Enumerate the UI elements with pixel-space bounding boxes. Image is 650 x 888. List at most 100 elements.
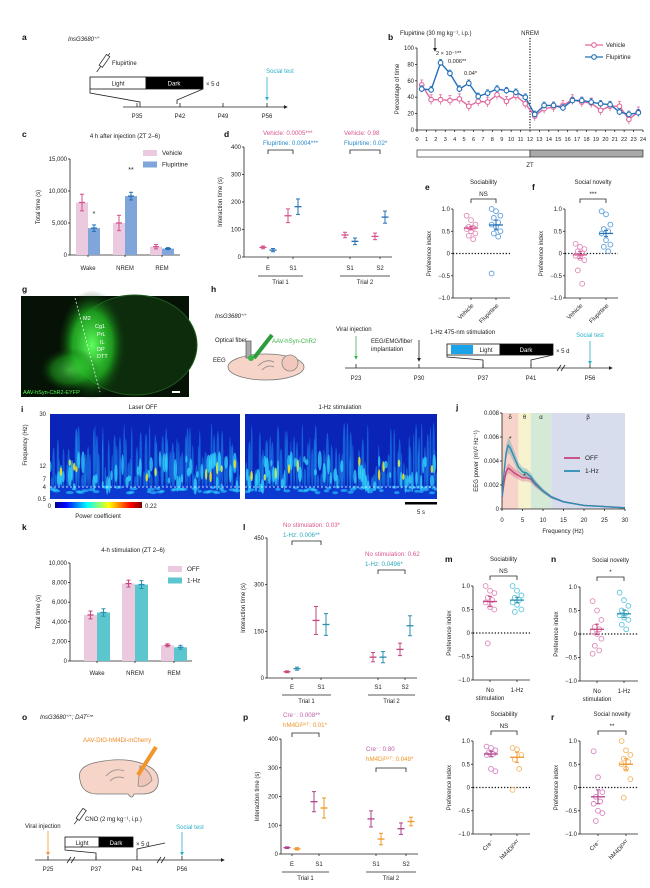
chart-title: Sociability — [490, 712, 517, 718]
legend-label: Flupirtine — [162, 162, 188, 169]
data-point — [577, 243, 583, 250]
bar-1-hz-wake — [97, 612, 110, 661]
timepoint-label: P56 — [262, 114, 273, 120]
y-tick-label: 5,000 — [52, 221, 68, 227]
comparison-bracket — [291, 732, 320, 737]
data-point — [447, 97, 453, 104]
data-point — [616, 109, 623, 115]
p-value-annotation: 2 × 10⁻⁵** — [436, 50, 462, 57]
panel-label-o: o — [22, 712, 27, 722]
panel-label-r: r — [551, 712, 555, 722]
chart-f-preference-index: −1.0 −0.5 0 0.5 1.0 Preference index Social no… — [539, 180, 618, 325]
comparison-bracket — [579, 198, 607, 203]
panel-label-k: k — [22, 522, 27, 532]
data-point — [428, 96, 434, 103]
y-tick-label: −1.0 — [438, 296, 451, 302]
x-tick-label: E — [290, 685, 294, 691]
data-point — [509, 583, 516, 589]
y-axis-label: Percentage of time — [395, 63, 401, 114]
x-tick-label: S1 — [346, 266, 354, 272]
frequency-band — [551, 413, 625, 509]
y-tick-label: 0.5 — [462, 762, 471, 768]
scale-bar — [172, 391, 180, 393]
y-tick-label: 8,000 — [52, 581, 68, 587]
y-axis-label: Interaction time (s) — [241, 583, 247, 633]
category-label: NREM — [116, 266, 134, 272]
legend-label: Flupirtine — [606, 55, 631, 61]
y-tick-label: 0 — [559, 252, 563, 258]
data-point — [598, 617, 605, 623]
data-point — [623, 747, 629, 754]
y-tick-label: 0 — [261, 676, 265, 682]
data-point — [465, 103, 472, 110]
stimulation-period — [451, 345, 473, 354]
chart-k-sleep-bars: 4-h stimulation (ZT 2–6) 0 2,000 4,000 6,000… — [36, 548, 200, 677]
data-point — [588, 99, 595, 105]
panel-label-h: h — [211, 284, 216, 294]
panel-i-spectrograms: Laser OFF 1-Hz stimulation 30 12 7 4 0.5… — [23, 405, 437, 520]
data-point — [572, 252, 579, 259]
category-label: 1-Hz — [511, 688, 524, 694]
genotype-sup: +/+ — [241, 312, 247, 317]
chart-p-interaction-time: 0 100 200 300 400 Interaction time (s) E S1 S1 S2… — [255, 712, 418, 882]
spectrogram-laser-off — [50, 414, 240, 499]
x-tick-label: 14 — [546, 137, 552, 143]
virus-label: AAV-hSyn-ChR2-EYFP — [23, 390, 80, 396]
y-tick-label: 100 — [404, 46, 415, 52]
y-tick-label: 0 — [411, 128, 415, 134]
fluorescence-brain-image: M2 Cg1 PrL IL DP DTT AAV-hSyn-ChR2-EYFP — [21, 290, 198, 400]
chart-title: 4-h stimulation (ZT 2–6) — [101, 548, 165, 554]
panel-label-d: d — [224, 129, 229, 139]
data-point — [550, 102, 557, 109]
data-point — [428, 86, 434, 93]
region-label: IL — [100, 340, 105, 346]
significance-label: * — [609, 569, 612, 576]
panel-label-j: j — [455, 402, 458, 412]
syringe-icon — [96, 52, 111, 73]
comparison-p-value: Vehicle: 0.98 — [344, 130, 380, 137]
data-point — [483, 752, 490, 758]
genotype-label: InsG3680+/+ — [68, 35, 100, 44]
y-axis-label: Preference index — [539, 231, 545, 276]
data-point — [503, 98, 510, 105]
virus-label: AAV-hSyn-ChR2 — [272, 339, 317, 345]
timepoint-label: P41 — [526, 376, 537, 382]
panel-h-schematic: InsG3680+/+ Optical fiber AAV-hSyn-ChR2 … — [213, 312, 613, 382]
x-tick-label: 4 — [453, 137, 456, 143]
x-tick-label: S1 — [317, 685, 325, 691]
y-axis-label: Preference index — [447, 765, 453, 810]
x-tick-label: 24 — [640, 137, 646, 143]
timepoint-label: P49 — [218, 114, 229, 120]
data-point — [491, 590, 498, 596]
x-tick-label: 15 — [560, 518, 567, 524]
x-tick-label: S2 — [402, 862, 410, 868]
comparison-bracket — [267, 149, 294, 154]
y-tick-label: −0.5 — [565, 809, 578, 815]
data-point — [603, 211, 609, 218]
x-axis-label: ZT — [526, 163, 534, 169]
data-point — [463, 212, 470, 219]
band-label: α — [539, 415, 543, 421]
frequency-axis-label: Frequency (Hz) — [23, 424, 29, 465]
trial-label: Trial 2 — [357, 280, 374, 286]
significance-label: NS — [499, 568, 508, 575]
y-tick-label: 6,000 — [52, 600, 68, 606]
panel-label-c: c — [22, 129, 27, 139]
comparison-bracket — [349, 149, 381, 154]
time-scale-bar — [405, 502, 437, 505]
x-tick-label: 5 — [463, 137, 466, 143]
category-label: Flupirtine — [479, 303, 501, 325]
x-tick-label: S1 — [289, 266, 297, 272]
y-tick-label: 0 — [64, 659, 68, 665]
frequency-band — [518, 413, 531, 509]
band-label: θ — [523, 415, 527, 421]
y-tick-label: 0 — [574, 786, 578, 792]
y-tick-label: 1.0 — [554, 207, 563, 213]
colorbar-max: 0.22 — [145, 504, 157, 510]
bar-off-rem — [161, 645, 174, 661]
significance-stars: * — [93, 211, 96, 218]
timepoint-label: P56 — [177, 867, 188, 873]
data-point — [597, 107, 604, 114]
colorbar-min: 0 — [48, 504, 52, 510]
